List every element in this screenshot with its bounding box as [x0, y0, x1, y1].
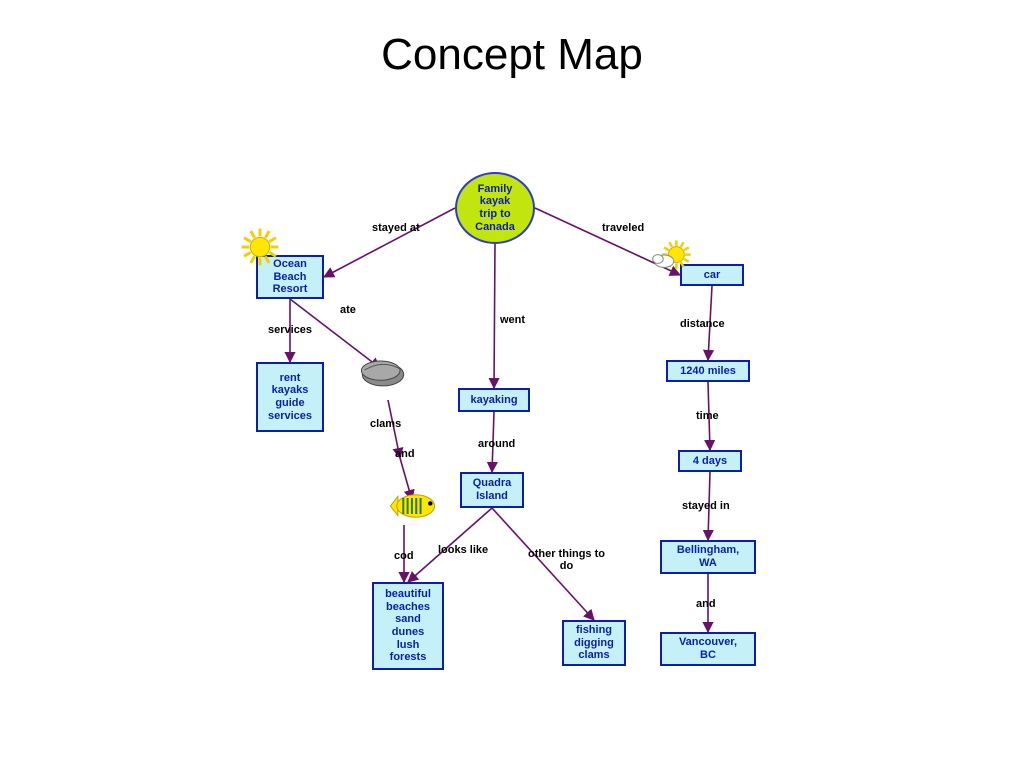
node-services: rent kayaks guide services [256, 362, 324, 432]
node-fishing: fishing digging clams [562, 620, 626, 666]
edge-label: services [268, 324, 312, 336]
node-label: Vancouver, BC [679, 636, 737, 661]
node-label: kayaking [470, 394, 517, 407]
sun-icon [238, 225, 282, 274]
edge-label: cod [394, 550, 414, 562]
node-label: Quadra Island [473, 477, 512, 502]
node-label: Family kayak trip to Canada [475, 183, 515, 234]
node-days: 4 days [678, 450, 742, 472]
node-label: fishing digging clams [574, 624, 614, 662]
edge-label: stayed at [372, 222, 420, 234]
node-root: Family kayak trip to Canada [455, 172, 535, 244]
edge-label: distance [680, 318, 725, 330]
edge [494, 244, 495, 388]
node-vancouver: Vancouver, BC [660, 632, 756, 666]
node-bellingham: Bellingham, WA [660, 540, 756, 574]
page-title: Concept Map [0, 30, 1024, 80]
edge-label: other things to do [528, 548, 605, 572]
node-label: 4 days [693, 455, 727, 468]
edge-label: looks like [438, 544, 488, 556]
node-label: car [704, 269, 721, 282]
edge-label: clams [370, 418, 401, 430]
edge [324, 208, 455, 277]
edge-label: ate [340, 304, 356, 316]
edge-label: around [478, 438, 515, 450]
edge-label: stayed in [682, 500, 730, 512]
edge-label: traveled [602, 222, 644, 234]
edge-label: and [395, 448, 415, 460]
edge-label: and [696, 598, 716, 610]
node-quadra: Quadra Island [460, 472, 524, 508]
edge-label: time [696, 410, 719, 422]
node-label: rent kayaks guide services [268, 372, 312, 423]
node-label: beautiful beaches sand dunes lush forest… [385, 588, 431, 664]
sun-cloud-icon [650, 237, 694, 286]
node-kayaking: kayaking [458, 388, 530, 412]
fish-icon [386, 490, 440, 527]
node-label: 1240 miles [680, 365, 736, 378]
diagram-canvas [0, 0, 1024, 768]
clam-icon [360, 358, 406, 393]
node-miles: 1240 miles [666, 360, 750, 382]
edge-label: went [500, 314, 525, 326]
node-looks: beautiful beaches sand dunes lush forest… [372, 582, 444, 670]
node-label: Bellingham, WA [677, 544, 739, 569]
